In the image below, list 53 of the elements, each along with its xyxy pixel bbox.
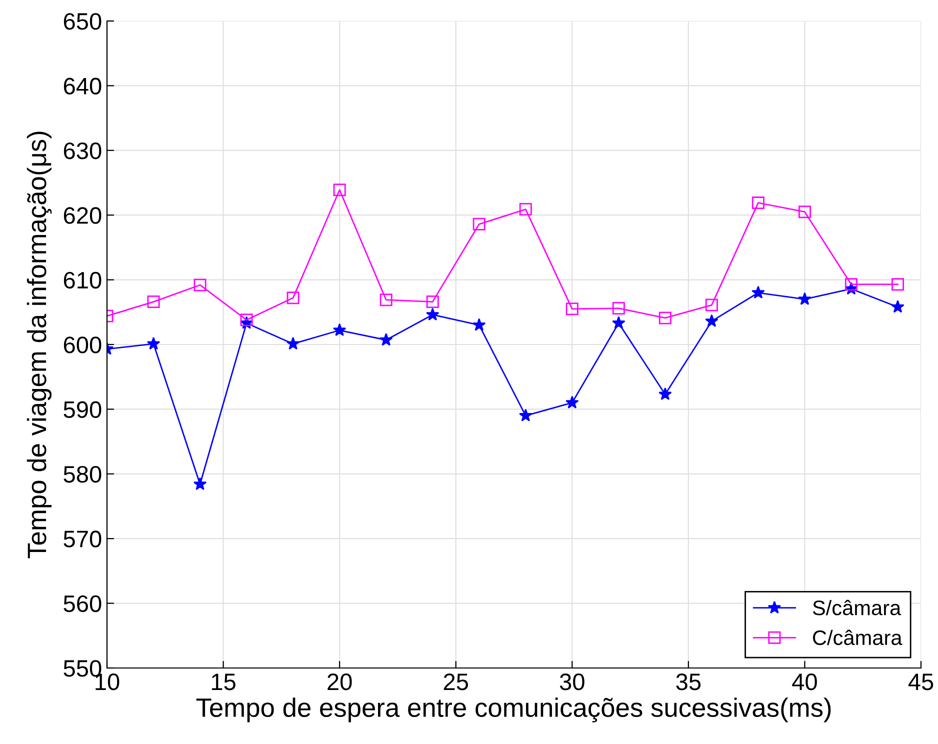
point [752, 196, 764, 210]
point [519, 203, 532, 216]
point [194, 278, 206, 292]
point [333, 184, 346, 196]
point [798, 292, 812, 305]
x-tick-label: 25 [444, 673, 468, 690]
point [193, 477, 207, 490]
y-tick-label: 560 [64, 595, 102, 612]
y-tick-label: 620 [64, 207, 102, 224]
point [752, 286, 765, 298]
point [472, 318, 486, 331]
x-tick-label: 30 [560, 673, 584, 690]
point [518, 408, 532, 422]
x-tick-label: 45 [908, 674, 934, 690]
legend-label: C/câmara [813, 630, 902, 646]
point [658, 312, 672, 324]
point [658, 387, 672, 400]
point [844, 278, 858, 291]
y-tick-label: 650 [64, 13, 102, 30]
point [891, 300, 904, 313]
y-tick-label: 610 [64, 272, 102, 289]
x-tick-label: 15 [212, 674, 236, 690]
y-tick-label: 640 [64, 78, 102, 94]
y-tick-label: 570 [64, 530, 102, 548]
x-axis-title: Tempo de espera entre comunicações sucessivas(ms) [196, 698, 831, 722]
point [332, 323, 346, 336]
point [146, 336, 160, 350]
x-tick-label: 35 [676, 673, 701, 690]
point [426, 296, 439, 308]
x-tick-label: 20 [328, 673, 352, 690]
point [286, 336, 300, 350]
point [705, 298, 718, 312]
y-tick-label: 590 [64, 401, 102, 418]
point [240, 314, 253, 326]
point [472, 218, 486, 230]
point [798, 206, 811, 218]
point [286, 292, 300, 304]
point [705, 314, 718, 327]
point [380, 294, 392, 306]
point [612, 302, 625, 315]
y-tick-label: 580 [64, 466, 102, 483]
legend-label: S/câmara [812, 600, 902, 616]
point [379, 333, 393, 346]
x-tick-label: 40 [792, 673, 817, 690]
point [147, 296, 160, 308]
y-tick-label: 630 [64, 142, 102, 160]
point [566, 302, 578, 316]
y-axis-title: Tempo de viagem da informação(μs) [26, 132, 52, 558]
point [426, 308, 440, 320]
point [566, 396, 579, 408]
point [612, 316, 626, 329]
point [891, 278, 904, 291]
y-tick-label: 600 [64, 336, 102, 354]
